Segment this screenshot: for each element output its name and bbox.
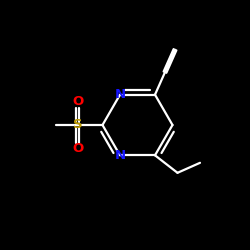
Text: N: N (114, 149, 126, 162)
Text: O: O (72, 95, 83, 108)
Text: S: S (73, 118, 82, 132)
Text: N: N (114, 88, 126, 101)
Text: O: O (72, 142, 83, 155)
